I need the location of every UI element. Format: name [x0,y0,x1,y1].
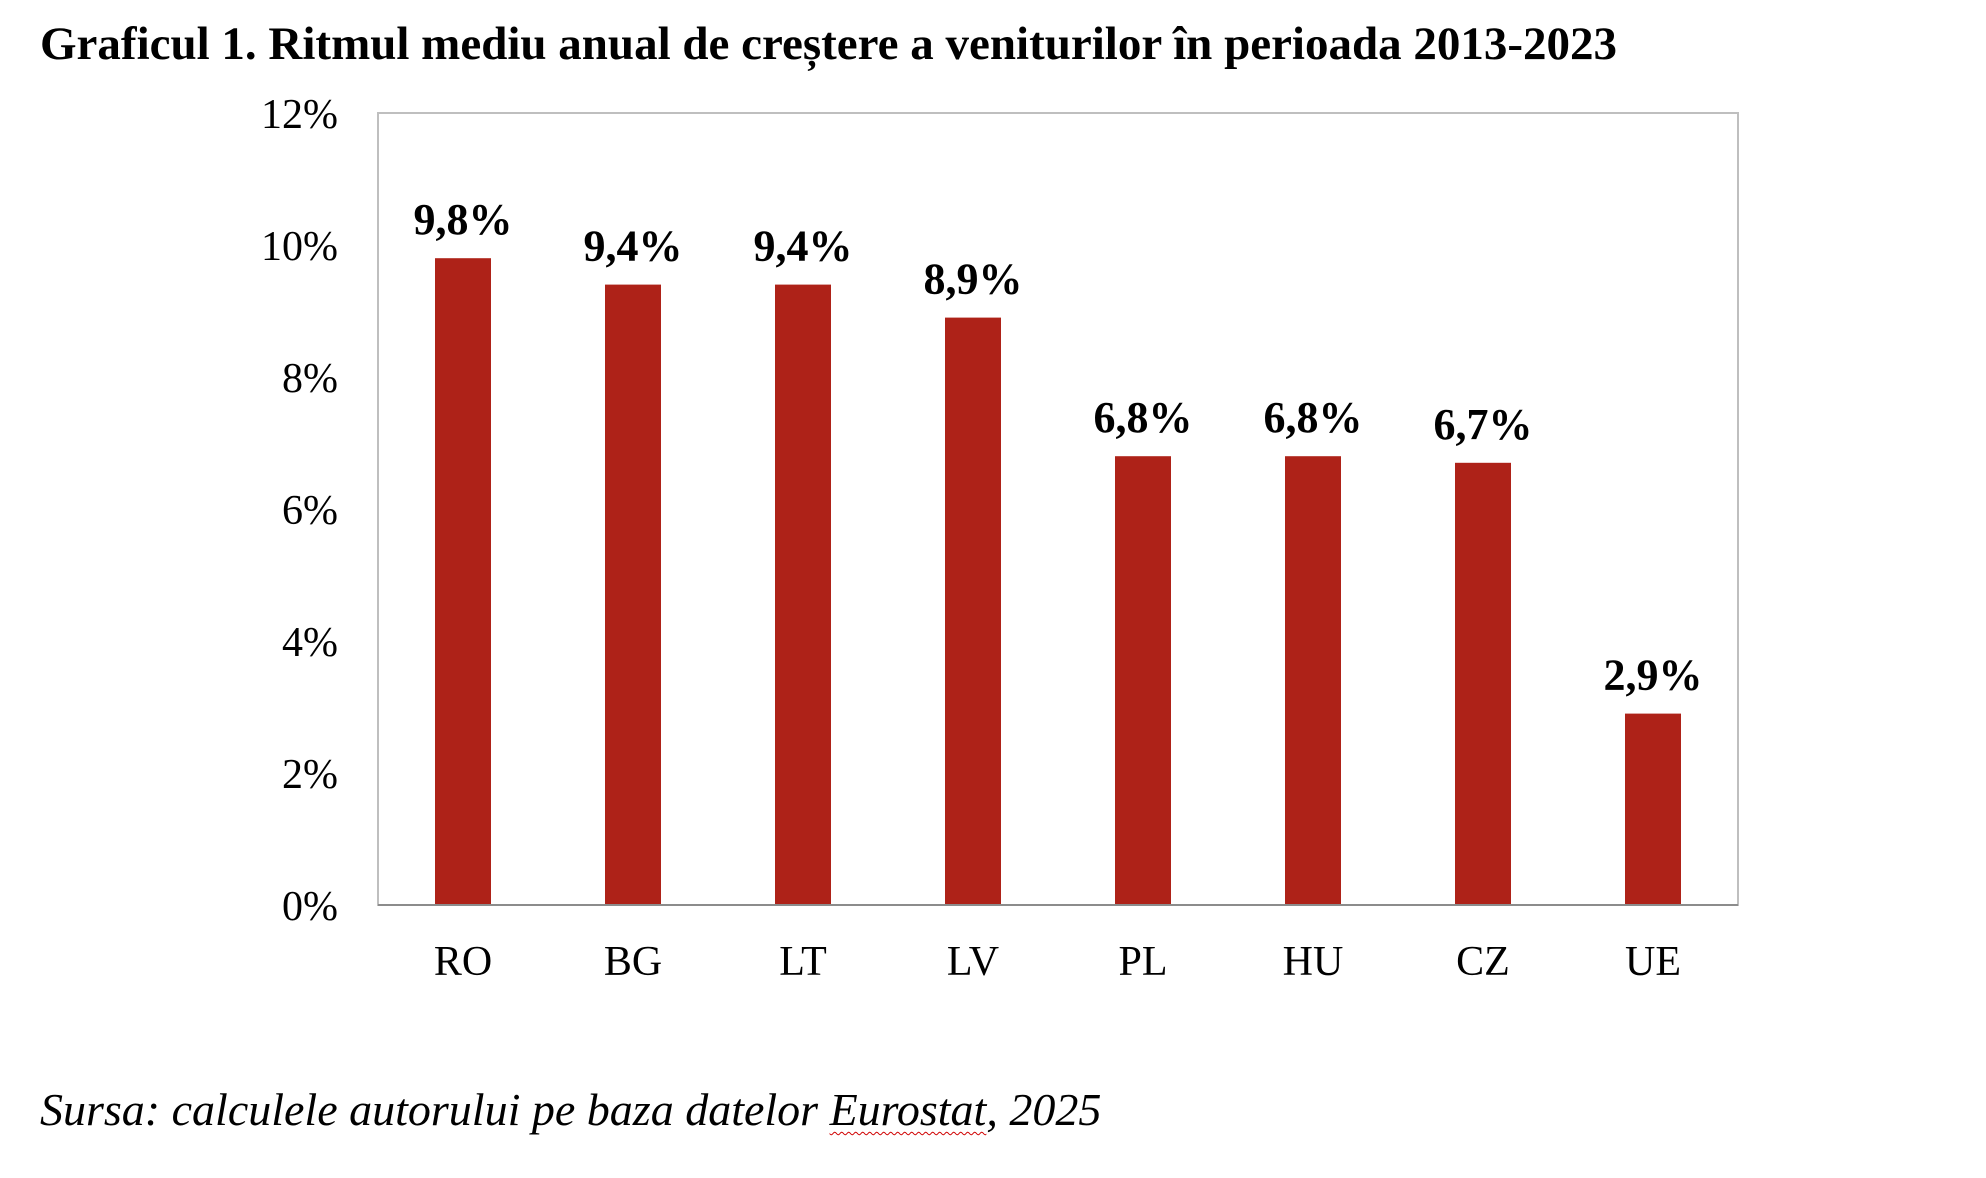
plot-frame [377,112,1739,906]
y-tick-label: 2% [282,752,338,798]
bar-lv [945,317,1001,906]
x-tick-label-hu: HU [1283,939,1344,985]
x-tick-label-bg: BG [604,939,662,985]
data-label-cz: 6,7% [1434,400,1533,449]
bar-ro [435,258,491,905]
bar-lt [775,284,831,906]
y-axis-tick-labels: 0% 2% 4% 6% 8% 10% 12% [261,92,338,930]
data-label-lv: 8,9% [924,255,1023,304]
data-labels: 9,8% 9,4% 9,4% 8,9% 6,8% 6,8% 6,7% 2,9% [414,195,1703,699]
data-label-hu: 6,8% [1264,393,1363,442]
bar-bg [605,284,661,906]
bar-ue [1625,713,1681,905]
data-label-ro: 9,8% [414,195,513,244]
x-tick-label-cz: CZ [1456,939,1510,985]
x-tick-label-lv: LV [947,939,999,985]
bar-cz [1455,462,1511,905]
chart-title: Graficul 1. Ritmul mediu anual de crește… [40,18,1618,70]
bars [435,258,1681,906]
y-tick-label: 8% [282,356,338,402]
data-label-ue: 2,9% [1604,651,1703,700]
source-prefix: Sursa: calculele autorului pe baza datel… [40,1084,830,1135]
x-axis-tick-labels: RO BG LT LV PL HU CZ UE [434,939,1681,985]
x-tick-label-pl: PL [1118,939,1167,985]
bar-pl [1115,456,1171,905]
data-label-lt: 9,4% [754,222,853,271]
data-label-pl: 6,8% [1094,393,1193,442]
x-tick-label-ro: RO [434,939,492,985]
y-tick-label: 12% [261,92,338,138]
bar-hu [1285,456,1341,905]
y-tick-label: 4% [282,620,338,666]
source-highlighted-word: Eurostat [829,1084,987,1135]
y-tick-label: 0% [282,884,338,930]
y-tick-label: 6% [282,488,338,534]
source-suffix: , 2025 [986,1084,1102,1135]
source-note: Sursa: calculele autorului pe baza datel… [40,1082,1101,1138]
data-label-bg: 9,4% [584,222,683,271]
x-tick-label-lt: LT [779,939,826,985]
y-tick-label: 10% [261,224,338,270]
x-tick-label-ue: UE [1625,939,1681,985]
